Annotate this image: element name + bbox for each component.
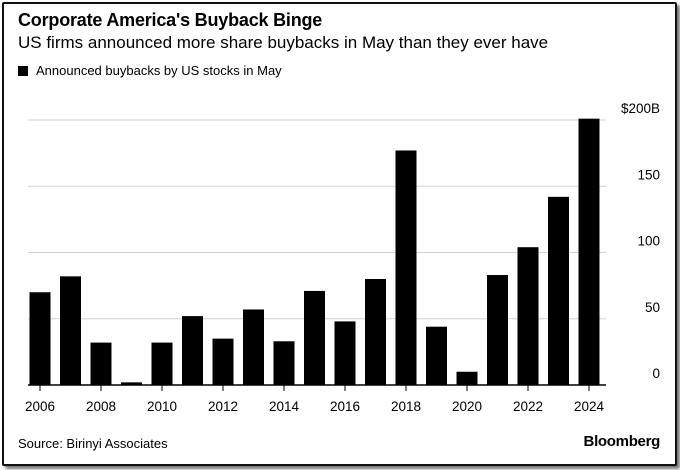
bar-2021 [487, 275, 508, 385]
bar-2019 [426, 326, 447, 385]
legend-label: Announced buybacks by US stocks in May [36, 63, 282, 78]
y-tick-label: $200B [621, 101, 660, 116]
y-tick-label: 0 [652, 366, 660, 381]
y-tick-label: 50 [645, 300, 660, 315]
legend: Announced buybacks by US stocks in May [18, 63, 282, 78]
x-tick-label: 2014 [269, 399, 300, 414]
x-tick-label: 2016 [330, 399, 360, 414]
bar-2008 [90, 342, 112, 385]
bloomberg-logo: Bloomberg [583, 433, 661, 450]
bar-2018 [395, 150, 417, 385]
chart-subtitle: US firms announced more share buybacks i… [18, 33, 549, 52]
y-tick-label: 100 [637, 234, 660, 249]
chart-title: Corporate America's Buyback Binge [18, 10, 323, 30]
x-tick-label: 2018 [391, 399, 421, 414]
x-tick-label: 2008 [86, 399, 116, 414]
bar-2013 [243, 309, 264, 385]
x-tick-label: 2024 [574, 399, 605, 414]
x-tick-label: 2022 [513, 399, 543, 414]
legend-swatch [18, 65, 28, 76]
bar-2007 [60, 276, 81, 385]
x-tick-label: 2010 [147, 399, 177, 414]
x-tick-label: 2012 [208, 399, 238, 414]
source-note: Source: Birinyi Associates [18, 436, 168, 451]
bar-2017 [365, 279, 386, 385]
bar-2012 [212, 338, 234, 385]
bar-2010 [151, 342, 173, 385]
bar-2022 [517, 247, 539, 385]
bar-2020 [456, 371, 478, 385]
bar-2011 [182, 316, 203, 385]
x-tick-label: 2006 [25, 399, 55, 414]
bar-2014 [273, 341, 295, 385]
bar-2024 [578, 118, 600, 386]
y-tick-label: 150 [637, 167, 660, 182]
bar-2009 [121, 382, 142, 385]
bar-2006 [29, 292, 51, 385]
bar-2016 [334, 321, 356, 385]
bar-2023 [548, 196, 569, 385]
x-tick-label: 2020 [452, 399, 482, 414]
bar-2015 [304, 290, 325, 385]
